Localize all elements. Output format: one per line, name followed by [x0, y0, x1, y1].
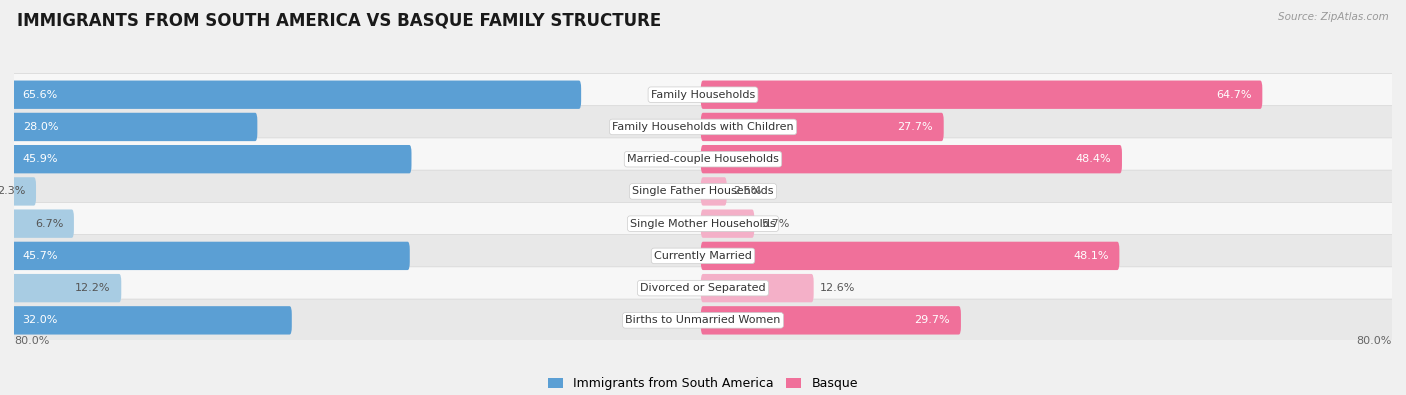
- Text: Source: ZipAtlas.com: Source: ZipAtlas.com: [1278, 12, 1389, 22]
- FancyBboxPatch shape: [8, 267, 1398, 309]
- FancyBboxPatch shape: [700, 242, 1119, 270]
- FancyBboxPatch shape: [700, 274, 814, 302]
- Text: Currently Married: Currently Married: [654, 251, 752, 261]
- Text: 45.9%: 45.9%: [22, 154, 58, 164]
- Text: 27.7%: 27.7%: [897, 122, 934, 132]
- FancyBboxPatch shape: [8, 73, 1398, 116]
- Text: Single Mother Households: Single Mother Households: [630, 219, 776, 229]
- FancyBboxPatch shape: [11, 274, 121, 302]
- Text: 32.0%: 32.0%: [22, 315, 58, 325]
- FancyBboxPatch shape: [700, 306, 960, 335]
- Text: 12.6%: 12.6%: [820, 283, 855, 293]
- FancyBboxPatch shape: [8, 299, 1398, 342]
- FancyBboxPatch shape: [11, 306, 292, 335]
- Text: 2.3%: 2.3%: [0, 186, 25, 196]
- Text: 48.1%: 48.1%: [1073, 251, 1108, 261]
- FancyBboxPatch shape: [11, 242, 409, 270]
- FancyBboxPatch shape: [8, 170, 1398, 213]
- FancyBboxPatch shape: [11, 145, 412, 173]
- FancyBboxPatch shape: [11, 113, 257, 141]
- Text: Family Households with Children: Family Households with Children: [612, 122, 794, 132]
- FancyBboxPatch shape: [8, 138, 1398, 181]
- FancyBboxPatch shape: [700, 113, 943, 141]
- FancyBboxPatch shape: [700, 177, 727, 206]
- Text: Married-couple Households: Married-couple Households: [627, 154, 779, 164]
- Text: 12.2%: 12.2%: [75, 283, 111, 293]
- Text: 5.7%: 5.7%: [761, 219, 789, 229]
- FancyBboxPatch shape: [11, 177, 37, 206]
- Text: Single Father Households: Single Father Households: [633, 186, 773, 196]
- Text: 80.0%: 80.0%: [1357, 337, 1392, 346]
- Text: Births to Unmarried Women: Births to Unmarried Women: [626, 315, 780, 325]
- FancyBboxPatch shape: [8, 202, 1398, 245]
- Legend: Immigrants from South America, Basque: Immigrants from South America, Basque: [543, 372, 863, 395]
- Text: 80.0%: 80.0%: [14, 337, 49, 346]
- FancyBboxPatch shape: [8, 106, 1398, 148]
- FancyBboxPatch shape: [700, 81, 1263, 109]
- Text: 65.6%: 65.6%: [22, 90, 58, 100]
- FancyBboxPatch shape: [11, 81, 581, 109]
- Text: 28.0%: 28.0%: [22, 122, 58, 132]
- Text: 48.4%: 48.4%: [1076, 154, 1111, 164]
- Text: 6.7%: 6.7%: [35, 219, 63, 229]
- Text: 2.5%: 2.5%: [733, 186, 762, 196]
- Text: 45.7%: 45.7%: [22, 251, 58, 261]
- Text: Divorced or Separated: Divorced or Separated: [640, 283, 766, 293]
- Text: IMMIGRANTS FROM SOUTH AMERICA VS BASQUE FAMILY STRUCTURE: IMMIGRANTS FROM SOUTH AMERICA VS BASQUE …: [17, 12, 661, 30]
- Text: Family Households: Family Households: [651, 90, 755, 100]
- FancyBboxPatch shape: [700, 145, 1122, 173]
- Text: 64.7%: 64.7%: [1216, 90, 1251, 100]
- FancyBboxPatch shape: [8, 235, 1398, 277]
- FancyBboxPatch shape: [700, 209, 754, 238]
- FancyBboxPatch shape: [11, 209, 75, 238]
- Text: 29.7%: 29.7%: [914, 315, 950, 325]
